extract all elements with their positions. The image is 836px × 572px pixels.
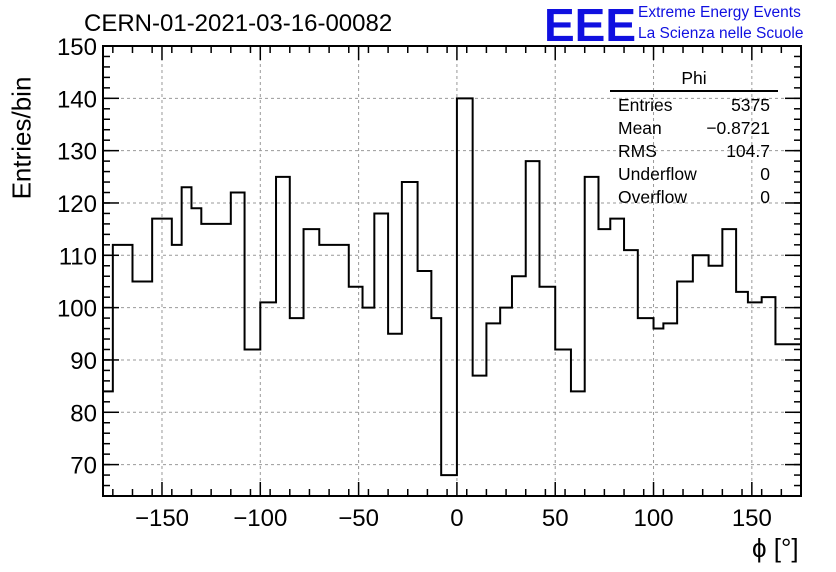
histogram-bin xyxy=(290,318,304,496)
histogram-bin xyxy=(418,271,432,496)
x-tick-label: 100 xyxy=(634,505,674,532)
histogram-bin xyxy=(152,219,172,496)
x-tick-label: −100 xyxy=(233,505,287,532)
histogram-bin xyxy=(598,229,610,496)
histogram-bin xyxy=(512,276,526,496)
histogram-bin xyxy=(677,281,693,496)
histogram-bin xyxy=(201,224,230,496)
histogram-bin xyxy=(349,287,363,496)
histogram-bin xyxy=(722,229,736,496)
y-tick-label: 120 xyxy=(57,191,97,218)
histogram-bin xyxy=(762,297,776,496)
stats-row-underflow: Underflow 0 xyxy=(610,163,778,186)
logo-line-2: La Scienza nelle Scuole xyxy=(638,25,804,42)
histogram-bin xyxy=(638,318,654,496)
stats-row-overflow: Overflow 0 xyxy=(610,186,778,209)
x-tick-label: 150 xyxy=(732,505,772,532)
histogram-bin xyxy=(191,208,201,496)
histogram-bin xyxy=(457,98,473,496)
stats-label: RMS xyxy=(618,141,657,161)
histogram-bin xyxy=(402,182,418,496)
histogram-bin xyxy=(276,177,290,496)
histogram-bin xyxy=(431,318,441,496)
histogram-bin xyxy=(363,308,375,496)
histogram-bin xyxy=(388,334,402,496)
histogram-bin xyxy=(693,255,709,496)
stats-label: Underflow xyxy=(618,164,697,184)
logo-line-1: Extreme Energy Events xyxy=(638,4,801,21)
histogram-bin xyxy=(709,266,723,496)
histogram-bin xyxy=(585,177,599,496)
x-tick-label: 0 xyxy=(450,505,463,532)
stats-title: Phi xyxy=(610,68,778,92)
histogram-bin xyxy=(791,344,801,496)
stats-box: Phi Entries 5375 Mean −0.8721 RMS 104.7 … xyxy=(610,68,778,209)
stats-label: Mean xyxy=(618,118,662,138)
histogram-bin xyxy=(526,161,540,496)
y-axis-label: Entries/bin xyxy=(2,76,42,200)
histogram-bin xyxy=(624,250,638,496)
histogram-bin xyxy=(172,245,182,496)
y-tick-label: 130 xyxy=(57,139,97,166)
y-tick-label: 80 xyxy=(70,400,97,427)
y-tick-label: 100 xyxy=(57,296,97,323)
stats-value: 0 xyxy=(760,164,770,184)
eee-logo: EEE xyxy=(544,0,637,51)
x-tick-label: 50 xyxy=(542,505,569,532)
histogram-bin xyxy=(231,193,245,496)
y-tick-label: 110 xyxy=(59,243,97,270)
histogram-bin xyxy=(182,187,192,496)
histogram-bin xyxy=(486,323,500,496)
stats-value: 104.7 xyxy=(726,141,770,161)
stats-label: Entries xyxy=(618,95,673,115)
histogram-bin xyxy=(663,323,677,496)
histogram-bin xyxy=(441,475,457,496)
histogram-bin xyxy=(775,344,791,496)
stats-value: 0 xyxy=(760,187,770,207)
histogram-bin xyxy=(132,281,152,496)
x-axis-label: ϕ [°] xyxy=(752,533,799,563)
x-tick-label: −150 xyxy=(135,505,189,532)
histogram-bin xyxy=(304,229,320,496)
y-tick-label: 140 xyxy=(57,86,97,113)
histogram-bin xyxy=(539,287,555,496)
y-axis-ticks: 70 80 90 100 110 120 130 140 150 xyxy=(57,34,801,487)
histogram-bin xyxy=(610,219,624,496)
y-tick-label: 70 xyxy=(70,453,97,480)
histogram-bin xyxy=(260,302,276,496)
stats-row-rms: RMS 104.7 xyxy=(610,140,778,163)
histogram-bin xyxy=(319,245,348,496)
histogram-bin xyxy=(748,302,762,496)
x-tick-label: −50 xyxy=(338,505,379,532)
histogram-bin xyxy=(113,245,133,496)
histogram-bin xyxy=(500,308,512,496)
stats-row-entries: Entries 5375 xyxy=(610,94,778,117)
histogram-bin xyxy=(571,391,585,496)
stats-label: Overflow xyxy=(618,187,688,207)
histogram-bin xyxy=(245,349,261,496)
y-tick-label: 150 xyxy=(57,34,97,61)
y-tick-label: 90 xyxy=(70,348,97,375)
plot-frame xyxy=(102,45,802,497)
y-axis-label-text: Entries/bin xyxy=(6,76,37,200)
histogram-bin xyxy=(555,349,571,496)
stats-value: 5375 xyxy=(731,95,770,115)
histogram-bin xyxy=(103,391,113,496)
histogram-bin xyxy=(736,292,748,496)
stats-value: −0.8721 xyxy=(706,118,770,138)
histogram-outline xyxy=(103,97,801,477)
histogram-bin xyxy=(374,213,388,496)
stats-row-mean: Mean −0.8721 xyxy=(610,117,778,140)
chart-title: CERN-01-2021-03-16-00082 xyxy=(84,10,393,37)
histogram-bin xyxy=(654,329,664,496)
x-axis-ticks: −150 −100 −50 0 50 100 150 xyxy=(112,46,802,532)
histogram-bin xyxy=(473,376,487,496)
